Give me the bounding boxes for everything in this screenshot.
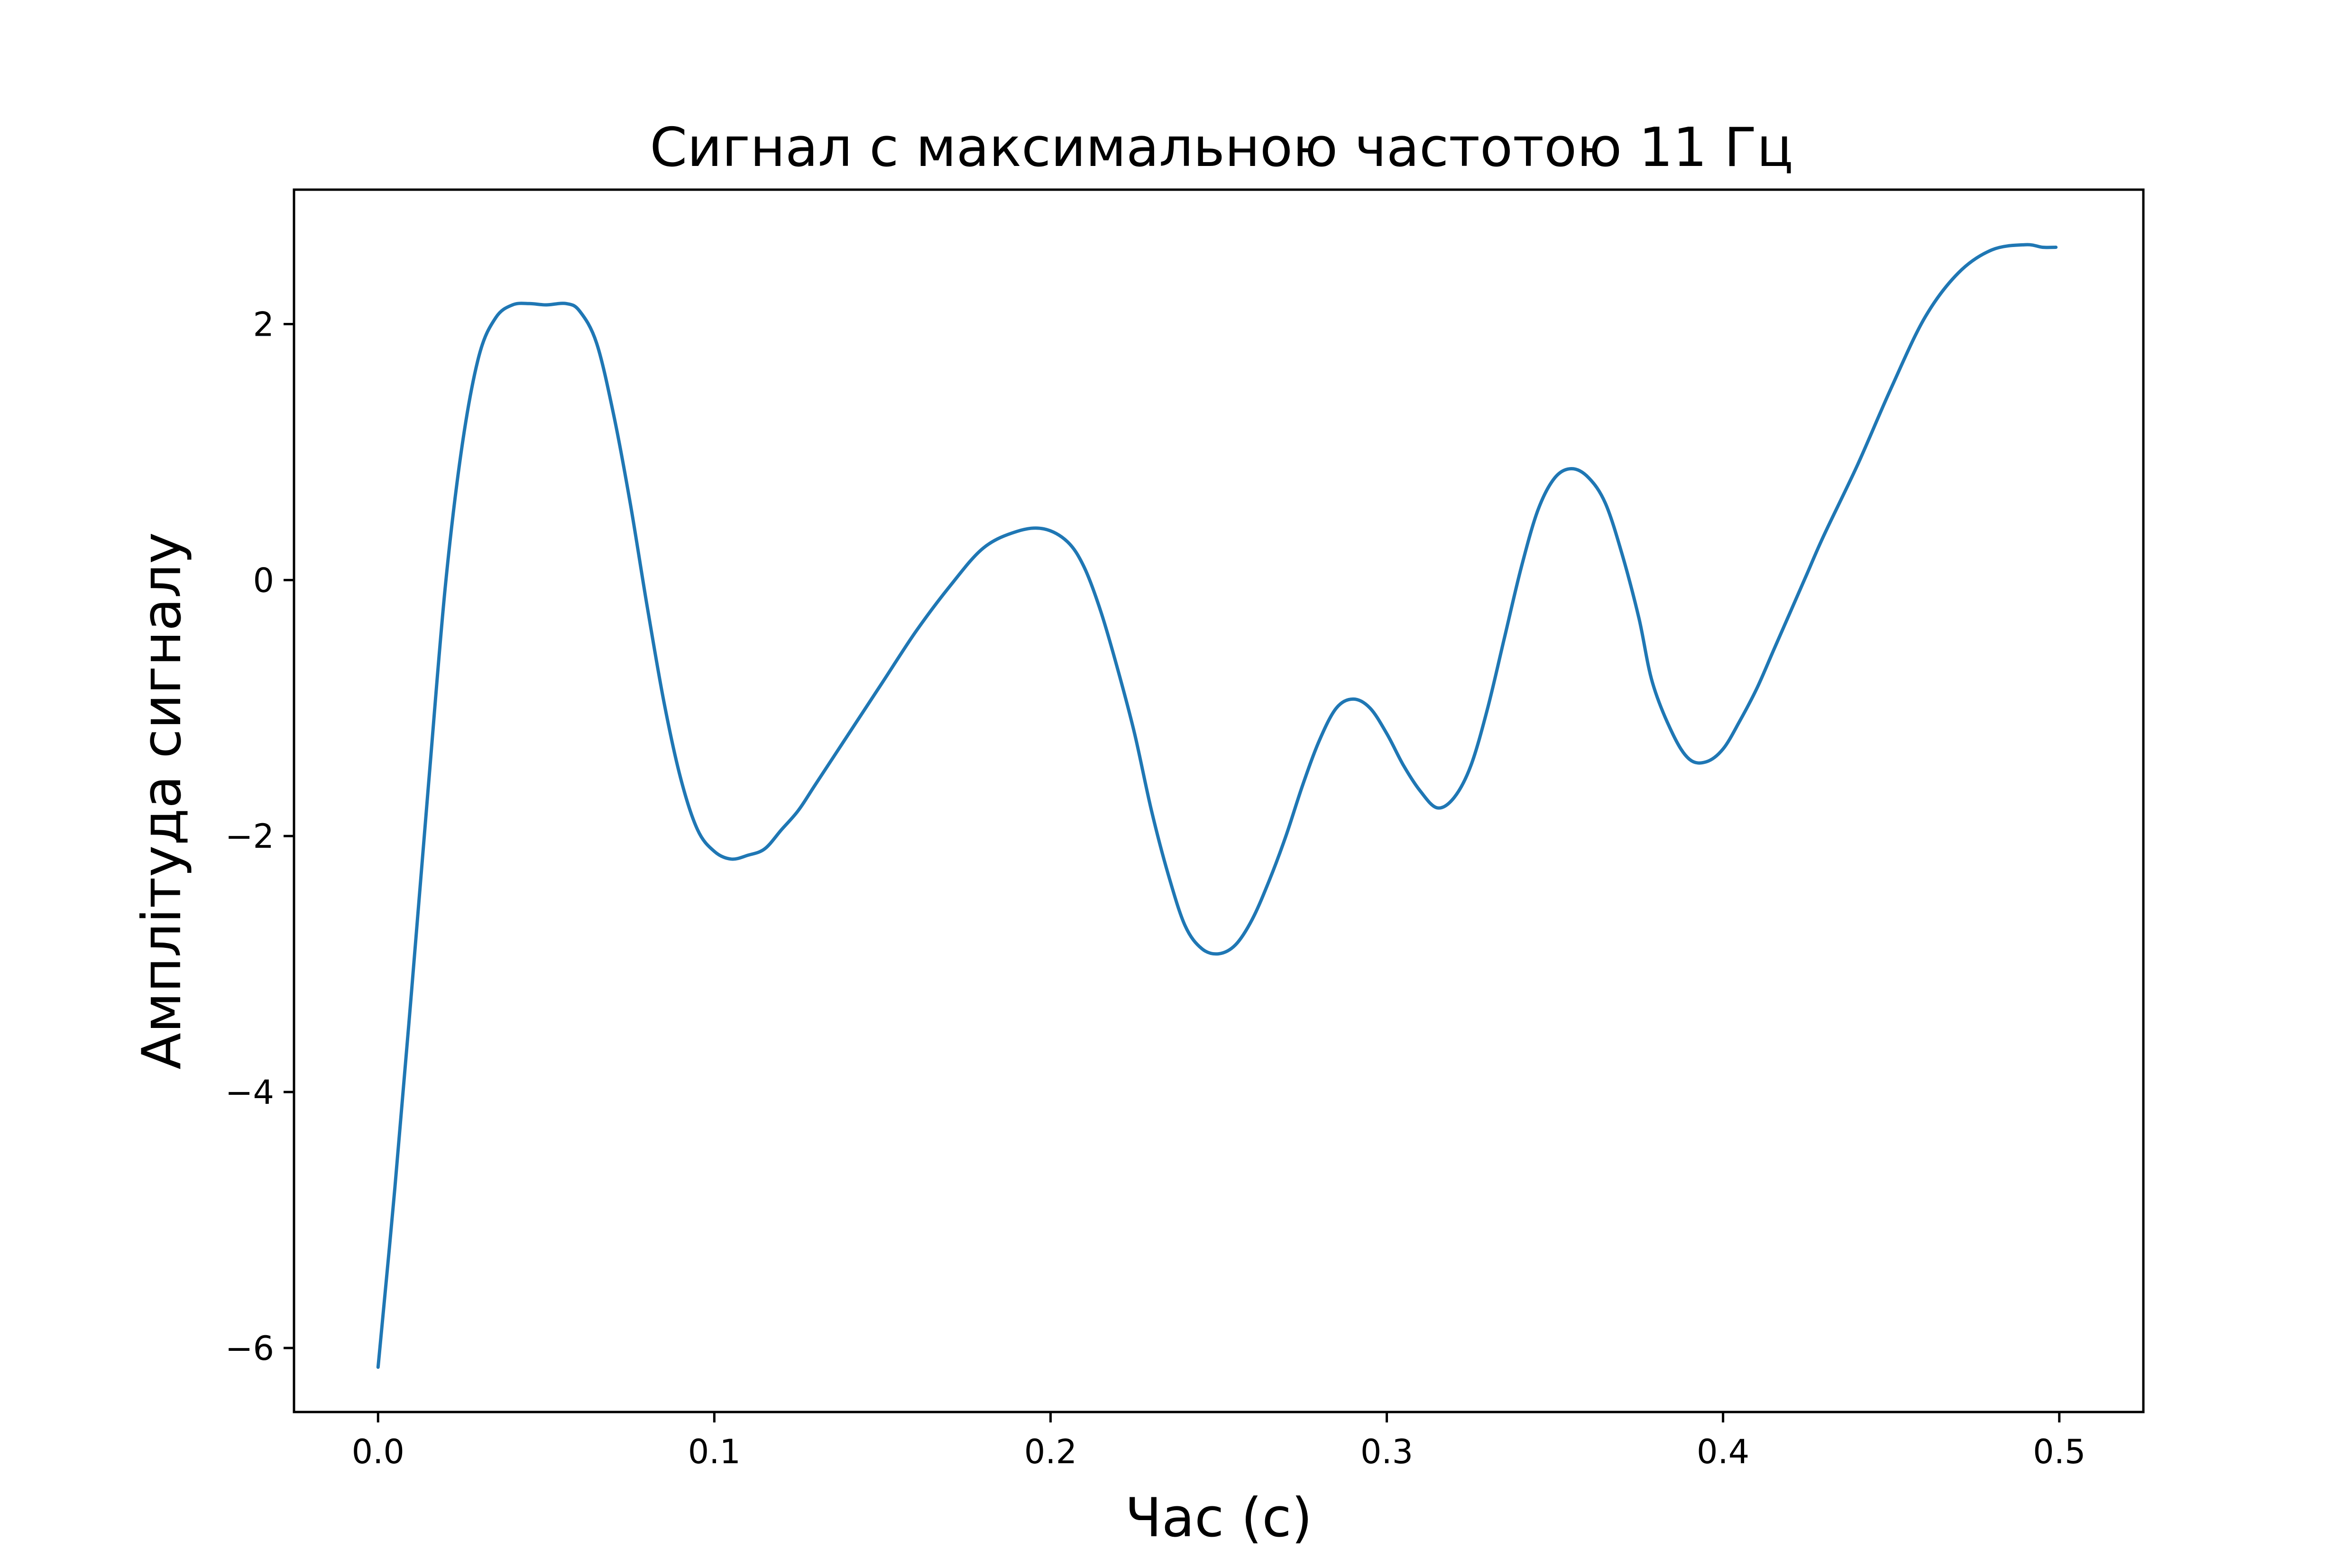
y-tick-label: 2 xyxy=(253,305,274,344)
x-tick-label: 0.1 xyxy=(688,1432,741,1471)
y-tick-label: −2 xyxy=(225,817,274,856)
x-tick-label: 0.5 xyxy=(2033,1432,2086,1471)
x-axis-ticks: 0.0 0.1 0.2 0.3 0.4 0.5 xyxy=(352,1412,2086,1471)
x-tick-label: 0.0 xyxy=(352,1432,404,1471)
x-axis-label: Час (с) xyxy=(1125,1486,1312,1549)
x-tick-label: 0.2 xyxy=(1024,1432,1077,1471)
y-tick-label: −4 xyxy=(225,1073,274,1112)
y-axis-label: Амплітуда сигналу xyxy=(130,532,193,1069)
series-line xyxy=(376,243,2058,1369)
y-axis-ticks: −6 −4 −2 0 2 xyxy=(225,305,294,1368)
x-tick-label: 0.3 xyxy=(1360,1432,1413,1471)
y-tick-label: 0 xyxy=(253,561,274,600)
y-tick-label: −6 xyxy=(225,1329,274,1368)
chart-title: Сигнал с максимальною частотою 11 Гц xyxy=(650,116,1793,179)
plot-area xyxy=(376,243,2058,1369)
x-tick-label: 0.4 xyxy=(1697,1432,1749,1471)
axes-frame xyxy=(293,188,2145,1413)
